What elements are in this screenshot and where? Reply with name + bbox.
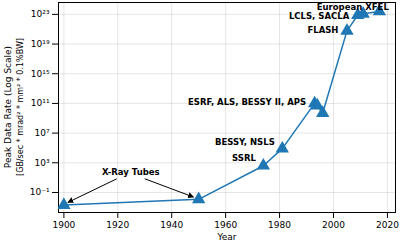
svg-text:European XFEL: European XFEL (317, 2, 390, 12)
svg-text:10¹¹: 10¹¹ (31, 98, 50, 108)
svg-text:ESRF, ALS, BESSY II, APS: ESRF, ALS, BESSY II, APS (188, 97, 306, 107)
svg-text:10¹⁵: 10¹⁵ (31, 69, 50, 79)
svg-text:BESSY, NSLS: BESSY, NSLS (215, 137, 275, 147)
svg-text:1940: 1940 (160, 220, 183, 230)
svg-text:10³: 10³ (34, 158, 49, 168)
svg-text:X-Ray Tubes: X-Ray Tubes (102, 167, 160, 177)
svg-text:FLASH: FLASH (307, 25, 338, 35)
svg-text:1960: 1960 (214, 220, 237, 230)
svg-text:Peak Data Rate (Log Scale): Peak Data Rate (Log Scale) (3, 46, 13, 168)
svg-text:SSRL: SSRL (232, 153, 256, 163)
svg-text:10⁻¹: 10⁻¹ (30, 187, 50, 197)
svg-text:Year: Year (216, 232, 236, 242)
svg-text:2000: 2000 (322, 220, 345, 230)
svg-text:1920: 1920 (106, 220, 129, 230)
svg-text:10⁷: 10⁷ (34, 128, 49, 138)
svg-text:1900: 1900 (52, 220, 75, 230)
svg-text:10²³: 10²³ (31, 9, 50, 19)
svg-text:LCLS, SACLA: LCLS, SACLA (289, 11, 350, 21)
svg-text:1980: 1980 (268, 220, 291, 230)
svg-text:10¹⁹: 10¹⁹ (31, 39, 50, 49)
svg-text:2020: 2020 (376, 220, 399, 230)
svg-text:[GB/sec * mrad² * mm² * 0.1%BW: [GB/sec * mrad² * mm² * 0.1%BW] (16, 38, 25, 176)
